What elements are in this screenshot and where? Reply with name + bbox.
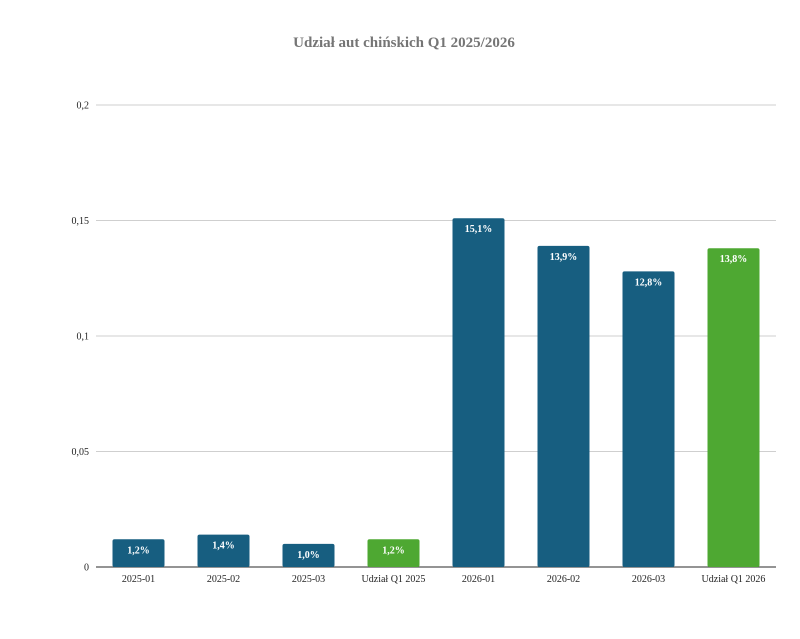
bar [452, 218, 505, 567]
x-tick-label: 2025-03 [292, 574, 325, 585]
bar [367, 539, 420, 567]
x-tick-label: 2026-03 [632, 574, 665, 585]
data-label: 13,9% [550, 252, 578, 263]
y-tick-label: 0,05 [72, 447, 90, 458]
x-tick-label: 2025-02 [207, 574, 240, 585]
bars: 1,2% 1,4% 1,0% 1,2% 15,1% 13,9% 12,8% 13,8% [112, 218, 760, 567]
bar [197, 534, 250, 567]
bar [622, 271, 675, 567]
x-axis: 2025-01 2025-02 2025-03 Udział Q1 2025 2026-… [122, 574, 766, 585]
y-tick-label: 0,1 [77, 332, 90, 343]
bar [707, 248, 760, 567]
y-tick-label: 0,15 [72, 216, 90, 227]
x-tick-label: Udział Q1 2026 [702, 574, 766, 585]
data-label: 12,8% [635, 277, 663, 288]
data-label: 13,8% [720, 254, 748, 265]
bar [112, 539, 165, 567]
y-tick-label: 0 [84, 563, 89, 574]
x-tick-label: 2026-01 [462, 574, 495, 585]
data-label: 1,4% [212, 541, 235, 552]
chart-title: Udział aut chińskich Q1 2025/2026 [293, 35, 515, 51]
x-tick-label: 2026-02 [547, 574, 580, 585]
data-label: 1,2% [382, 545, 405, 556]
data-label: 1,0% [297, 550, 320, 561]
y-axis: 0 0,05 0,1 0,15 0,2 [72, 101, 90, 574]
x-tick-label: 2025-01 [122, 574, 155, 585]
bar [282, 543, 335, 567]
bar [537, 245, 590, 567]
y-tick-label: 0,2 [77, 101, 90, 112]
x-tick-label: Udział Q1 2025 [362, 574, 426, 585]
data-label: 15,1% [465, 224, 493, 235]
data-label: 1,2% [127, 545, 150, 556]
